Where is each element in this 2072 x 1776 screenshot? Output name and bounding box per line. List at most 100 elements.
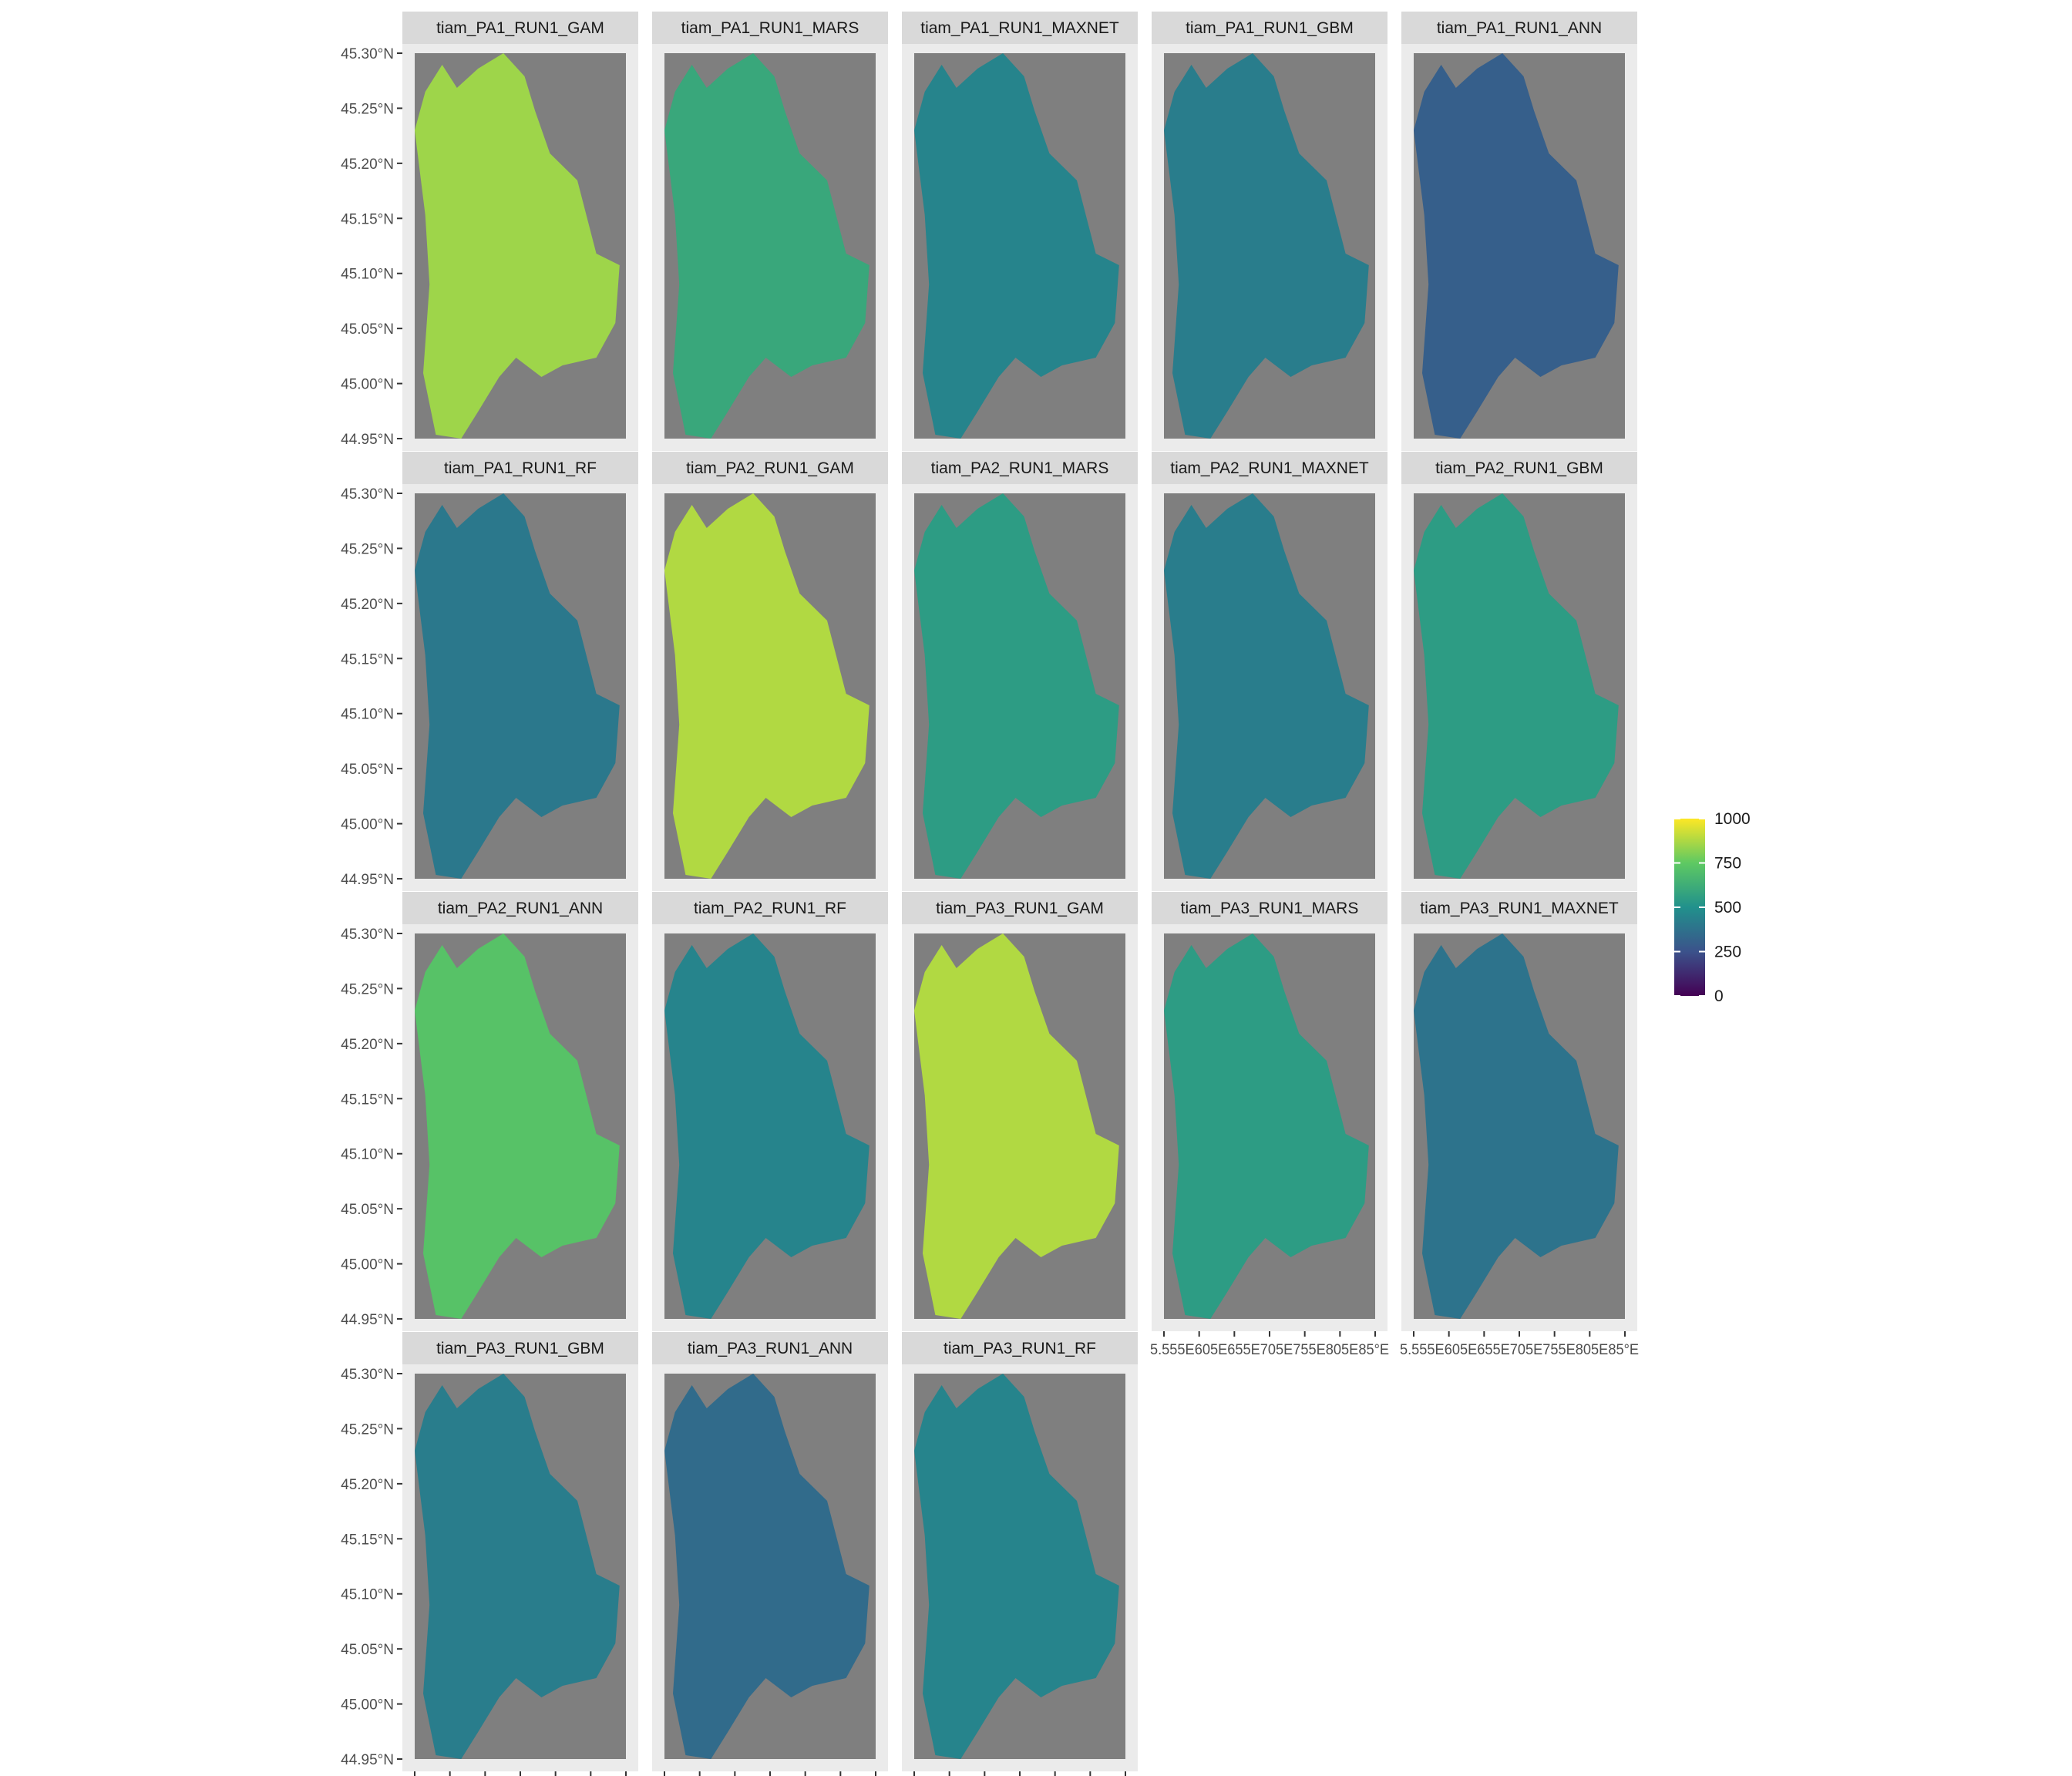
- y-tick-label: 45.20°N: [341, 156, 394, 173]
- facet-title: tiam_PA3_RUN1_ANN: [688, 1340, 853, 1357]
- facet-strip: [1401, 892, 1637, 924]
- y-tick-label: 45.30°N: [341, 1367, 394, 1383]
- y-tick-label: 45.25°N: [341, 1421, 394, 1438]
- prediction-raster: [415, 933, 620, 1319]
- facet-title: tiam_PA2_RUN1_GBM: [1435, 459, 1603, 477]
- y-tick-label: 45.25°N: [341, 541, 394, 557]
- y-tick-label: 44.95°N: [341, 432, 394, 448]
- y-tick-label: 45.30°N: [341, 927, 394, 943]
- facet-title: tiam_PA3_RUN1_RF: [944, 1340, 1096, 1357]
- prediction-raster: [1164, 53, 1369, 439]
- facet-title: tiam_PA2_RUN1_GAM: [686, 459, 854, 477]
- y-tick-label: 45.00°N: [341, 817, 394, 833]
- y-tick-label: 45.10°N: [341, 707, 394, 723]
- y-tick-label: 45.25°N: [341, 981, 394, 997]
- prediction-raster: [1164, 933, 1369, 1319]
- y-tick-label: 45.30°N: [341, 486, 394, 503]
- facet-panel: tiam_PA3_RUN1_RF: [902, 1332, 1138, 1771]
- facet-panel: tiam_PA1_RUN1_GAM 45.30°N 45.25°N 45.20°N 45…: [341, 12, 638, 451]
- facet-strip: [1152, 452, 1388, 484]
- facet-panel: tiam_PA1_RUN1_RF 45.30°N 45.25°N 45.20°N 45.…: [341, 452, 638, 891]
- facet-strip: [652, 12, 888, 44]
- prediction-raster: [1414, 933, 1619, 1319]
- facet-strip: [652, 892, 888, 924]
- facet-strip: [1152, 12, 1388, 44]
- facet-strip: [652, 452, 888, 484]
- facet-panel: tiam_PA2_RUN1_RF: [652, 892, 888, 1331]
- prediction-raster: [415, 493, 620, 879]
- facet-title: tiam_PA2_RUN1_MARS: [931, 459, 1109, 477]
- facet-panels: tiam_PA1_RUN1_GAM 45.30°N 45.25°N 45.20°N 45…: [341, 12, 1639, 1776]
- prediction-raster: [914, 493, 1119, 879]
- facet-strip: [902, 1332, 1138, 1364]
- colorbar-label: 250: [1714, 944, 1741, 961]
- facet-panel: tiam_PA3_RUN1_MARS: [1152, 892, 1388, 1331]
- y-tick-label: 44.95°N: [341, 1312, 394, 1328]
- y-tick-label: 45.15°N: [341, 651, 394, 668]
- facet-title: tiam_PA1_RUN1_ANN: [1437, 19, 1602, 37]
- x-tick-labels: 5.555E605E655E705E755E805E85°E: [1150, 1342, 1389, 1358]
- y-tick-label: 45.20°N: [341, 1477, 394, 1493]
- prediction-raster: [1164, 493, 1369, 879]
- facet-title: tiam_PA2_RUN1_RF: [694, 900, 846, 917]
- x-tick-labels: 5.555E605E655E705E755E805E85°E: [1400, 1342, 1639, 1358]
- colorbar-legend: 1000 750 500 250 0: [1674, 810, 1751, 1005]
- y-tick-label: 45.00°N: [341, 377, 394, 393]
- y-tick-label: 45.10°N: [341, 1147, 394, 1163]
- y-tick-label: 45.10°N: [341, 267, 394, 283]
- y-tick-label: 45.20°N: [341, 1037, 394, 1053]
- facet-title: tiam_PA1_RUN1_RF: [444, 459, 597, 477]
- facet-strip: [902, 12, 1138, 44]
- colorbar-label: 750: [1714, 855, 1741, 873]
- facet-strip: [1401, 12, 1637, 44]
- prediction-raster: [1414, 53, 1619, 439]
- facet-panel: tiam_PA3_RUN1_GBM 45.30°N 45.25°N 45.20°N 45…: [341, 1332, 638, 1771]
- facet-strip: [402, 892, 638, 924]
- prediction-raster: [664, 933, 870, 1319]
- facet-strip: [402, 12, 638, 44]
- facet-strip: [1401, 452, 1637, 484]
- facet-strip: [652, 1332, 888, 1364]
- prediction-raster: [415, 53, 620, 439]
- facet-title: tiam_PA3_RUN1_GAM: [936, 900, 1104, 917]
- prediction-raster: [914, 53, 1119, 439]
- y-tick-label: 44.95°N: [341, 872, 394, 888]
- facet-panel: tiam_PA1_RUN1_ANN: [1401, 12, 1637, 451]
- y-tick-label: 45.25°N: [341, 101, 394, 117]
- facet-title: tiam_PA3_RUN1_GBM: [436, 1340, 604, 1357]
- y-tick-label: 45.05°N: [341, 1202, 394, 1218]
- colorbar-label: 500: [1714, 899, 1741, 917]
- facet-strip: [902, 452, 1138, 484]
- y-tick-label: 44.95°N: [341, 1752, 394, 1768]
- y-tick-label: 45.05°N: [341, 321, 394, 338]
- colorbar-label: 0: [1714, 987, 1724, 1005]
- facet-panel: tiam_PA2_RUN1_GAM: [652, 452, 888, 891]
- facet-strip: [402, 452, 638, 484]
- facet-panel: tiam_PA3_RUN1_ANN: [652, 1332, 888, 1771]
- prediction-raster: [1414, 493, 1619, 879]
- facet-panel: tiam_PA1_RUN1_GBM: [1152, 12, 1388, 451]
- colorbar-label: 1000: [1714, 810, 1751, 828]
- facet-title: tiam_PA2_RUN1_ANN: [438, 900, 603, 917]
- y-tick-label: 45.30°N: [341, 46, 394, 62]
- y-tick-label: 45.00°N: [341, 1257, 394, 1273]
- facet-panel: tiam_PA2_RUN1_MAXNET: [1152, 452, 1388, 891]
- facet-title: tiam_PA3_RUN1_MAXNET: [1420, 900, 1619, 917]
- facet-panel: tiam_PA1_RUN1_MARS: [652, 12, 888, 451]
- facet-strip: [1152, 892, 1388, 924]
- facet-panel: tiam_PA2_RUN1_GBM: [1401, 452, 1637, 891]
- y-tick-label: 45.20°N: [341, 597, 394, 613]
- y-tick-label: 45.15°N: [341, 211, 394, 227]
- y-tick-label: 45.15°N: [341, 1532, 394, 1548]
- prediction-raster: [914, 933, 1119, 1319]
- facet-panel: tiam_PA2_RUN1_MARS: [902, 452, 1138, 891]
- prediction-raster: [914, 1374, 1119, 1759]
- facet-strip: [902, 892, 1138, 924]
- prediction-raster: [664, 53, 870, 439]
- facet-panel: tiam_PA2_RUN1_ANN 45.30°N 45.25°N 45.20°N 45…: [341, 892, 638, 1331]
- facet-title: tiam_PA1_RUN1_GBM: [1186, 19, 1354, 37]
- prediction-raster: [415, 1374, 620, 1759]
- y-tick-label: 45.15°N: [341, 1092, 394, 1108]
- y-tick-label: 45.00°N: [341, 1697, 394, 1714]
